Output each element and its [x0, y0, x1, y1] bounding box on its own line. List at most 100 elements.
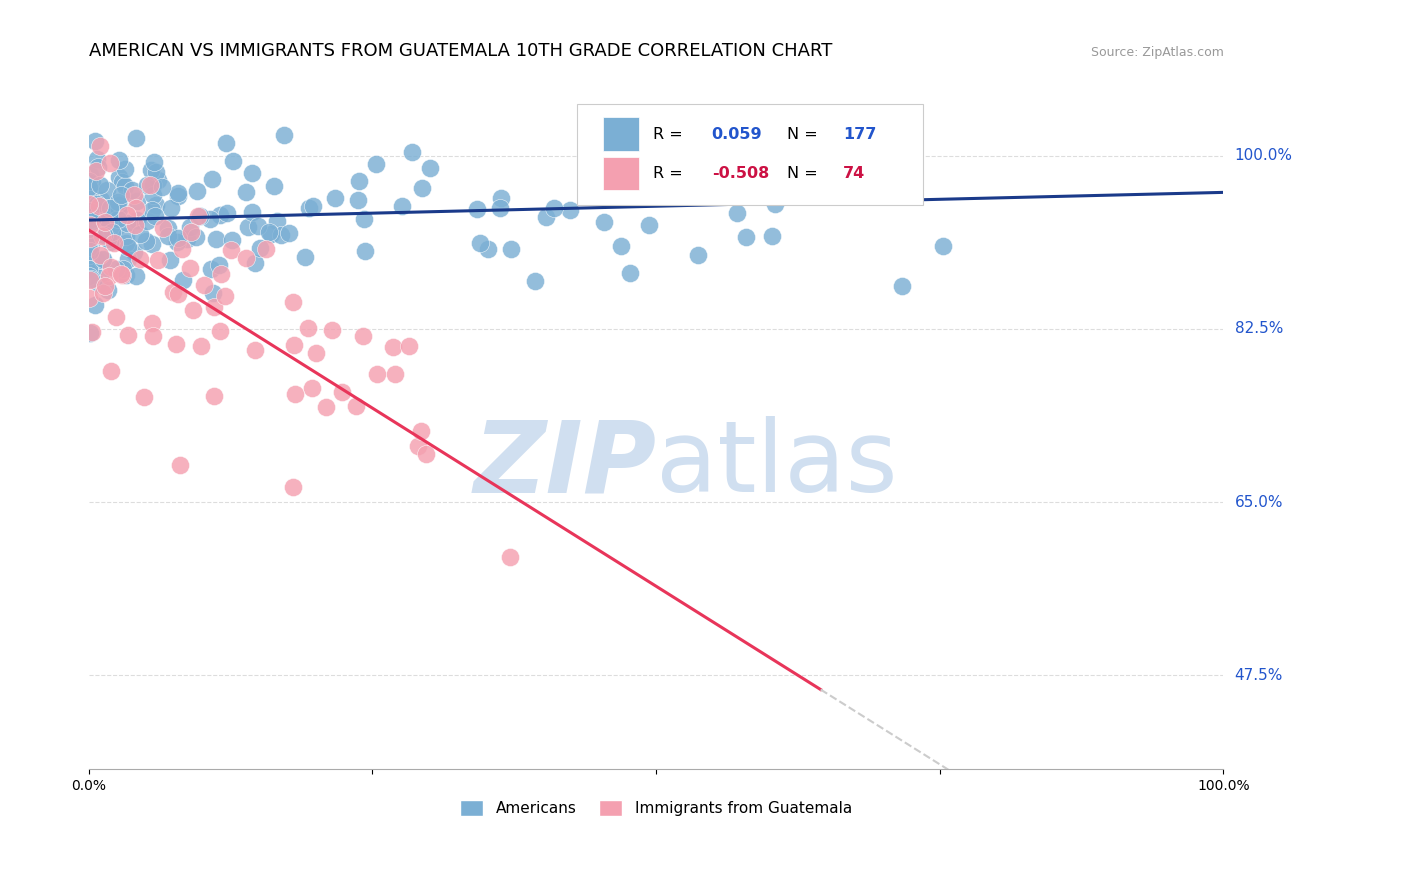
Point	[103, 236, 125, 251]
Point	[419, 161, 441, 175]
Point	[98, 201, 121, 215]
Point	[89, 139, 111, 153]
Point	[128, 252, 150, 266]
Point	[145, 165, 167, 179]
Point	[315, 400, 337, 414]
Point	[143, 210, 166, 224]
Point	[180, 225, 202, 239]
Point	[179, 220, 201, 235]
Point	[111, 268, 134, 282]
Point	[391, 198, 413, 212]
Point	[105, 220, 128, 235]
Point	[301, 381, 323, 395]
Point	[79, 247, 101, 261]
Point	[80, 176, 103, 190]
Point	[302, 199, 325, 213]
Point	[465, 202, 488, 216]
Point	[108, 198, 131, 212]
Point	[83, 134, 105, 148]
Point	[117, 252, 139, 266]
FancyBboxPatch shape	[576, 104, 922, 205]
Point	[79, 326, 101, 340]
Point	[179, 261, 201, 276]
Point	[347, 173, 370, 187]
Point	[77, 190, 100, 204]
Point	[77, 200, 100, 214]
Point	[254, 242, 277, 256]
Point	[146, 172, 169, 186]
Point	[80, 212, 103, 227]
Point	[284, 387, 307, 401]
Point	[593, 214, 616, 228]
Point	[110, 188, 132, 202]
Point	[121, 183, 143, 197]
Point	[79, 189, 101, 203]
Point	[354, 244, 377, 258]
Point	[77, 197, 100, 211]
Point	[96, 183, 118, 197]
Point	[83, 257, 105, 271]
Point	[297, 321, 319, 335]
Text: N =: N =	[786, 127, 817, 142]
Point	[498, 550, 520, 565]
Point	[188, 209, 211, 223]
Text: R =: R =	[652, 127, 682, 142]
Point	[344, 399, 367, 413]
Point	[77, 229, 100, 244]
Point	[219, 243, 242, 257]
Point	[104, 261, 127, 276]
Point	[79, 168, 101, 182]
Point	[170, 242, 193, 256]
Point	[80, 272, 103, 286]
Point	[501, 242, 523, 256]
Point	[543, 201, 565, 215]
Point	[240, 166, 263, 180]
Legend: Americans, Immigrants from Guatemala: Americans, Immigrants from Guatemala	[453, 793, 859, 824]
Point	[638, 218, 661, 232]
Point	[205, 232, 228, 246]
Point	[610, 238, 633, 252]
Point	[266, 214, 288, 228]
Point	[156, 229, 179, 244]
Point	[186, 184, 208, 198]
Point	[79, 204, 101, 219]
Point	[135, 178, 157, 192]
Point	[135, 234, 157, 248]
Point	[107, 211, 129, 226]
Point	[89, 271, 111, 285]
Point	[200, 262, 222, 277]
Point	[87, 160, 110, 174]
Point	[215, 206, 238, 220]
Point	[382, 340, 405, 354]
Point	[141, 202, 163, 217]
Point	[283, 338, 305, 352]
Point	[283, 479, 305, 493]
Point	[257, 225, 280, 239]
Point	[167, 189, 190, 203]
Text: 65.0%: 65.0%	[1234, 495, 1284, 509]
Point	[117, 240, 139, 254]
Bar	[603, 118, 640, 151]
Point	[77, 268, 100, 283]
Point	[79, 273, 101, 287]
Point	[686, 248, 709, 262]
Point	[100, 156, 122, 170]
Point	[198, 211, 221, 226]
Point	[80, 207, 103, 221]
Point	[79, 217, 101, 231]
Point	[98, 235, 121, 249]
Point	[87, 277, 110, 291]
Point	[80, 232, 103, 246]
Point	[763, 197, 786, 211]
Text: ZIP: ZIP	[472, 416, 657, 513]
Point	[142, 187, 165, 202]
Point	[105, 310, 128, 324]
Point	[152, 220, 174, 235]
Point	[93, 278, 115, 293]
Point	[141, 236, 163, 251]
Point	[761, 229, 783, 244]
Point	[246, 219, 269, 234]
Point	[245, 255, 267, 269]
Text: -0.508: -0.508	[711, 166, 769, 181]
Point	[172, 273, 194, 287]
